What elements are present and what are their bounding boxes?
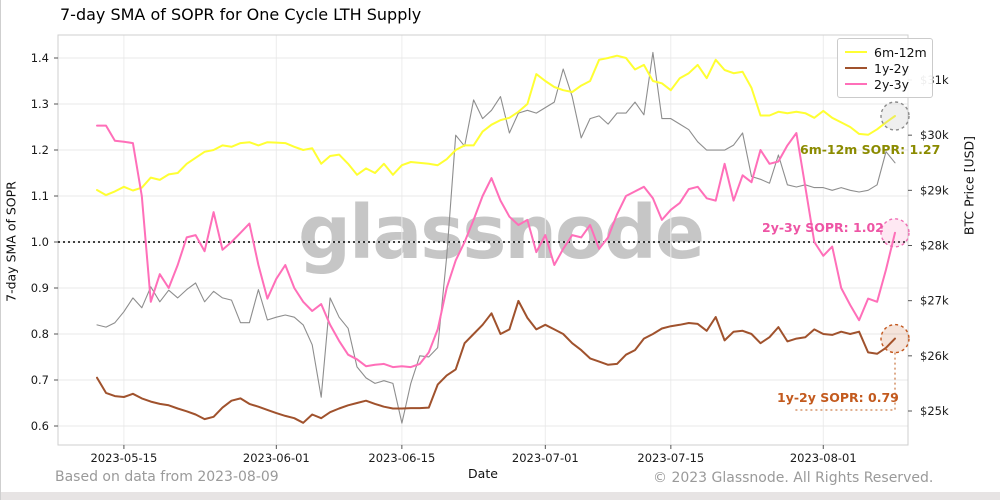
legend-label: 2y-3y [874, 76, 909, 92]
x-tick-label: 2023-05-15 [90, 451, 157, 465]
left-axis-label: 7-day SMA of SOPR [3, 181, 19, 302]
x-tick-label: 2023-06-01 [243, 451, 310, 465]
x-tick-label: 2023-07-01 [512, 451, 579, 465]
right-axis-label: BTC Price [USD] [961, 135, 977, 236]
x-tick-label: 2023-08-01 [790, 451, 857, 465]
legend-swatch-2y-3y [845, 82, 867, 86]
x-tick-label: 2023-07-15 [637, 451, 704, 465]
glassnode-watermark: glassnode [298, 190, 705, 276]
end-marker-2y-3y [880, 218, 910, 248]
right-tick-label: $30k [920, 128, 949, 142]
footer-copyright: © 2023 Glassnode. All Rights Reserved. [653, 470, 934, 486]
x-axis-label: Date [468, 466, 498, 481]
x-tick-label: 2023-06-15 [368, 451, 435, 465]
end-marker-1y-2y [880, 323, 910, 354]
left-tick-label: 1.1 [31, 189, 49, 203]
legend-label: 6m-12m [874, 44, 927, 60]
left-tick-label: 1.3 [31, 97, 49, 111]
legend-swatch-6m-12m [845, 50, 867, 54]
right-tick-label: $27k [920, 294, 949, 308]
legend: 6m-12m 1y-2y 2y-3y [837, 38, 933, 98]
series-line-6m-12m [96, 54, 896, 197]
series-line-1y-2y [96, 299, 896, 424]
end-marker-6m-12m [880, 101, 910, 131]
legend-item-6m-12m: 6m-12m [845, 44, 927, 60]
left-tick-label: 1.0 [31, 235, 49, 249]
left-tick-label: 1.4 [31, 51, 49, 65]
left-tick-label: 0.9 [31, 281, 49, 295]
annotation-2y-3y-sopr: 2y-3y SOPR: 1.02 [762, 220, 884, 235]
left-tick-label: 0.6 [31, 419, 49, 433]
bottom-edge-strip [1, 492, 1000, 500]
legend-label: 1y-2y [874, 60, 909, 76]
footer-data-note: Based on data from 2023-08-09 [55, 469, 279, 485]
annotation-1y-2y-sopr: 1y-2y SOPR: 0.79 [777, 390, 899, 405]
plot-border [57, 34, 909, 446]
right-tick-label: $26k [920, 349, 949, 363]
annotation-6m-12m-sopr: 6m-12m SOPR: 1.27 [800, 142, 941, 157]
series-line-btc-price [96, 51, 896, 424]
right-tick-label: $29k [920, 183, 949, 197]
left-tick-label: 1.2 [31, 143, 49, 157]
right-tick-label: $28k [920, 239, 949, 253]
legend-item-2y-3y: 2y-3y [845, 76, 924, 92]
legend-swatch-1y-2y [845, 66, 867, 70]
left-tick-label: 0.8 [31, 327, 49, 341]
right-tick-label: $25k [920, 404, 949, 418]
left-tick-label: 0.7 [31, 373, 49, 387]
legend-item-1y-2y: 1y-2y [845, 60, 924, 76]
series-line-2y-3y [96, 124, 896, 369]
chart-title: 7-day SMA of SOPR for One Cycle LTH Supp… [60, 5, 422, 24]
